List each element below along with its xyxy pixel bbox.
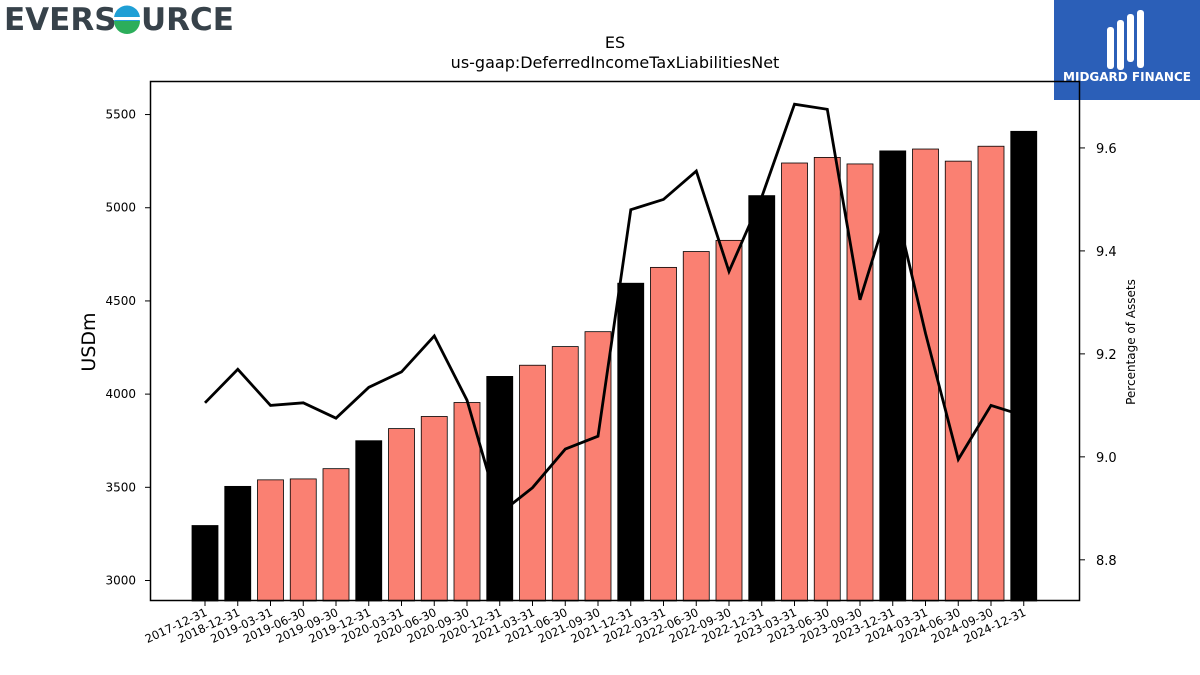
bar-2024-06-30 [944, 160, 972, 602]
bar-2020-09-30 [453, 402, 481, 602]
y2-tick-label: 9.6 [1096, 142, 1117, 157]
y-tick-label: 3000 [105, 573, 136, 587]
bar-2024-03-31 [912, 148, 939, 602]
bar-series [191, 130, 1038, 602]
bar-2023-09-30 [846, 163, 874, 602]
line-series [203, 102, 1025, 516]
midgard-logo-text: MIDGARD FINANCE [1063, 70, 1191, 84]
bar-2020-06-30 [420, 416, 448, 602]
bar-2018-12-31 [224, 485, 252, 602]
x-axis: 2017-12-312018-12-312019-03-312019-06-30… [143, 601, 1028, 646]
y-tick-label: 3500 [105, 480, 136, 494]
bar-2022-03-31 [650, 266, 677, 602]
y2-tick-label: 8.8 [1096, 554, 1117, 569]
bar-2019-09-30 [322, 468, 350, 602]
bar-2023-06-30 [813, 157, 841, 602]
bar-2021-03-31 [519, 364, 546, 602]
plot-frame [149, 80, 1081, 602]
y-axis-label: USDm [78, 312, 100, 371]
bar-2020-03-31 [388, 428, 415, 602]
eversource-logo-text-right: URCE [141, 2, 234, 38]
midgard-finance-logo: MIDGARD FINANCE [1054, 0, 1200, 100]
y-tick-label: 4000 [105, 387, 136, 401]
bar-2019-12-31 [355, 440, 383, 602]
bar-2022-12-31 [748, 195, 776, 602]
y2-tick-label: 9.4 [1096, 245, 1117, 260]
y2-axis-label: Percentage of Assets [1124, 279, 1138, 405]
chart-subtitle: us-gaap:DeferredIncomeTaxLiabilitiesNet [451, 53, 780, 72]
bar-2021-06-30 [551, 346, 579, 602]
y-axis: 3000 3500 4000 4500 5000 5500 [105, 108, 150, 587]
bar-2023-03-31 [781, 162, 808, 602]
y-tick-label: 4500 [105, 294, 136, 308]
bar-2021-12-31 [617, 282, 645, 602]
y2-tick-label: 9.0 [1096, 451, 1117, 466]
bar-2024-09-30 [977, 145, 1005, 602]
percentage-of-assets-line [203, 102, 1025, 516]
bar-2017-12-31 [191, 525, 219, 602]
midgard-logo-mark-icon [1107, 10, 1144, 70]
bar-2020-12-31 [486, 376, 514, 602]
eversource-logo: EVERS URCE [4, 2, 234, 38]
bar-2024-12-31 [1010, 130, 1038, 602]
chart-title: ES [605, 33, 625, 52]
y-tick-label: 5000 [105, 201, 136, 215]
bar-2022-06-30 [682, 251, 710, 602]
bar-2022-09-30 [715, 239, 743, 602]
y2-axis: 8.8 9.0 9.2 9.4 9.6 [1080, 142, 1117, 569]
bar-2019-03-31 [257, 479, 284, 602]
eversource-logo-text-left: EVERS [4, 2, 117, 38]
y2-tick-label: 9.2 [1096, 348, 1117, 363]
y-tick-label: 5500 [105, 108, 136, 122]
bar-2019-06-30 [289, 478, 317, 602]
eversource-logo-o-icon [113, 5, 141, 34]
bar-2023-12-31 [879, 150, 907, 602]
